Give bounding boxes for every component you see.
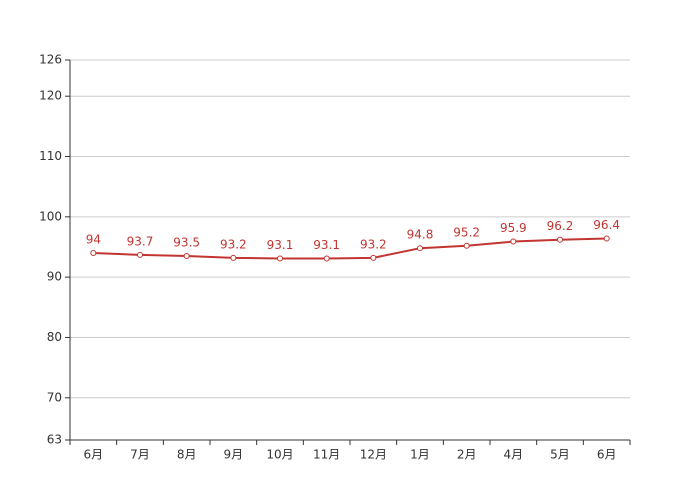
x-tick-label: 10月 [266, 448, 293, 462]
value-label: 96.4 [593, 218, 620, 232]
point [370, 254, 377, 261]
value-label: 93.5 [173, 236, 200, 250]
point [137, 251, 143, 258]
x-tick-label: 6月 [84, 448, 104, 462]
x-tick-label: 11月 [313, 448, 340, 462]
x-tick-label: 6月 [597, 448, 617, 462]
x-tick-label: 2月 [457, 448, 477, 462]
x-tick-label: 7月 [130, 448, 150, 462]
x-tick-label: 1月 [410, 448, 430, 462]
line [93, 237, 607, 260]
x-tick-label: 9月 [224, 448, 244, 462]
value-label: 95.2 [453, 225, 480, 239]
y-tick-label: 126 [39, 53, 62, 67]
point [323, 255, 330, 262]
value-label: 94 [86, 233, 101, 247]
y-tick-label: 100 [39, 209, 62, 223]
point [230, 254, 237, 261]
x-tick-label: 12月 [360, 448, 387, 462]
value-label: 94.8 [407, 228, 434, 242]
x-tick-label: 4月 [504, 448, 524, 462]
point [90, 250, 97, 257]
point [463, 242, 470, 249]
value-label: 96.2 [547, 219, 574, 233]
point [603, 235, 610, 242]
value-label: 95.9 [500, 221, 527, 235]
point [277, 255, 283, 262]
y-tick-label: 63 [47, 433, 62, 447]
point [417, 245, 423, 252]
value-label: 93.2 [220, 237, 247, 251]
point [183, 253, 190, 260]
value-label: 93.1 [267, 238, 294, 252]
value-label: 93.2 [360, 237, 387, 251]
x-tick-label: 8月 [177, 448, 197, 462]
x-tick-label: 5月 [550, 448, 570, 462]
y-tick-label: 90 [47, 270, 62, 284]
point [510, 238, 517, 245]
y-tick-label: 110 [39, 149, 62, 163]
point [557, 236, 563, 243]
y-tick-label: 120 [39, 89, 62, 103]
value-label: 93.7 [127, 234, 154, 248]
value-label: 93.1 [313, 238, 340, 252]
y-tick-label: 70 [47, 390, 62, 404]
y-tick-label: 80 [47, 330, 62, 344]
